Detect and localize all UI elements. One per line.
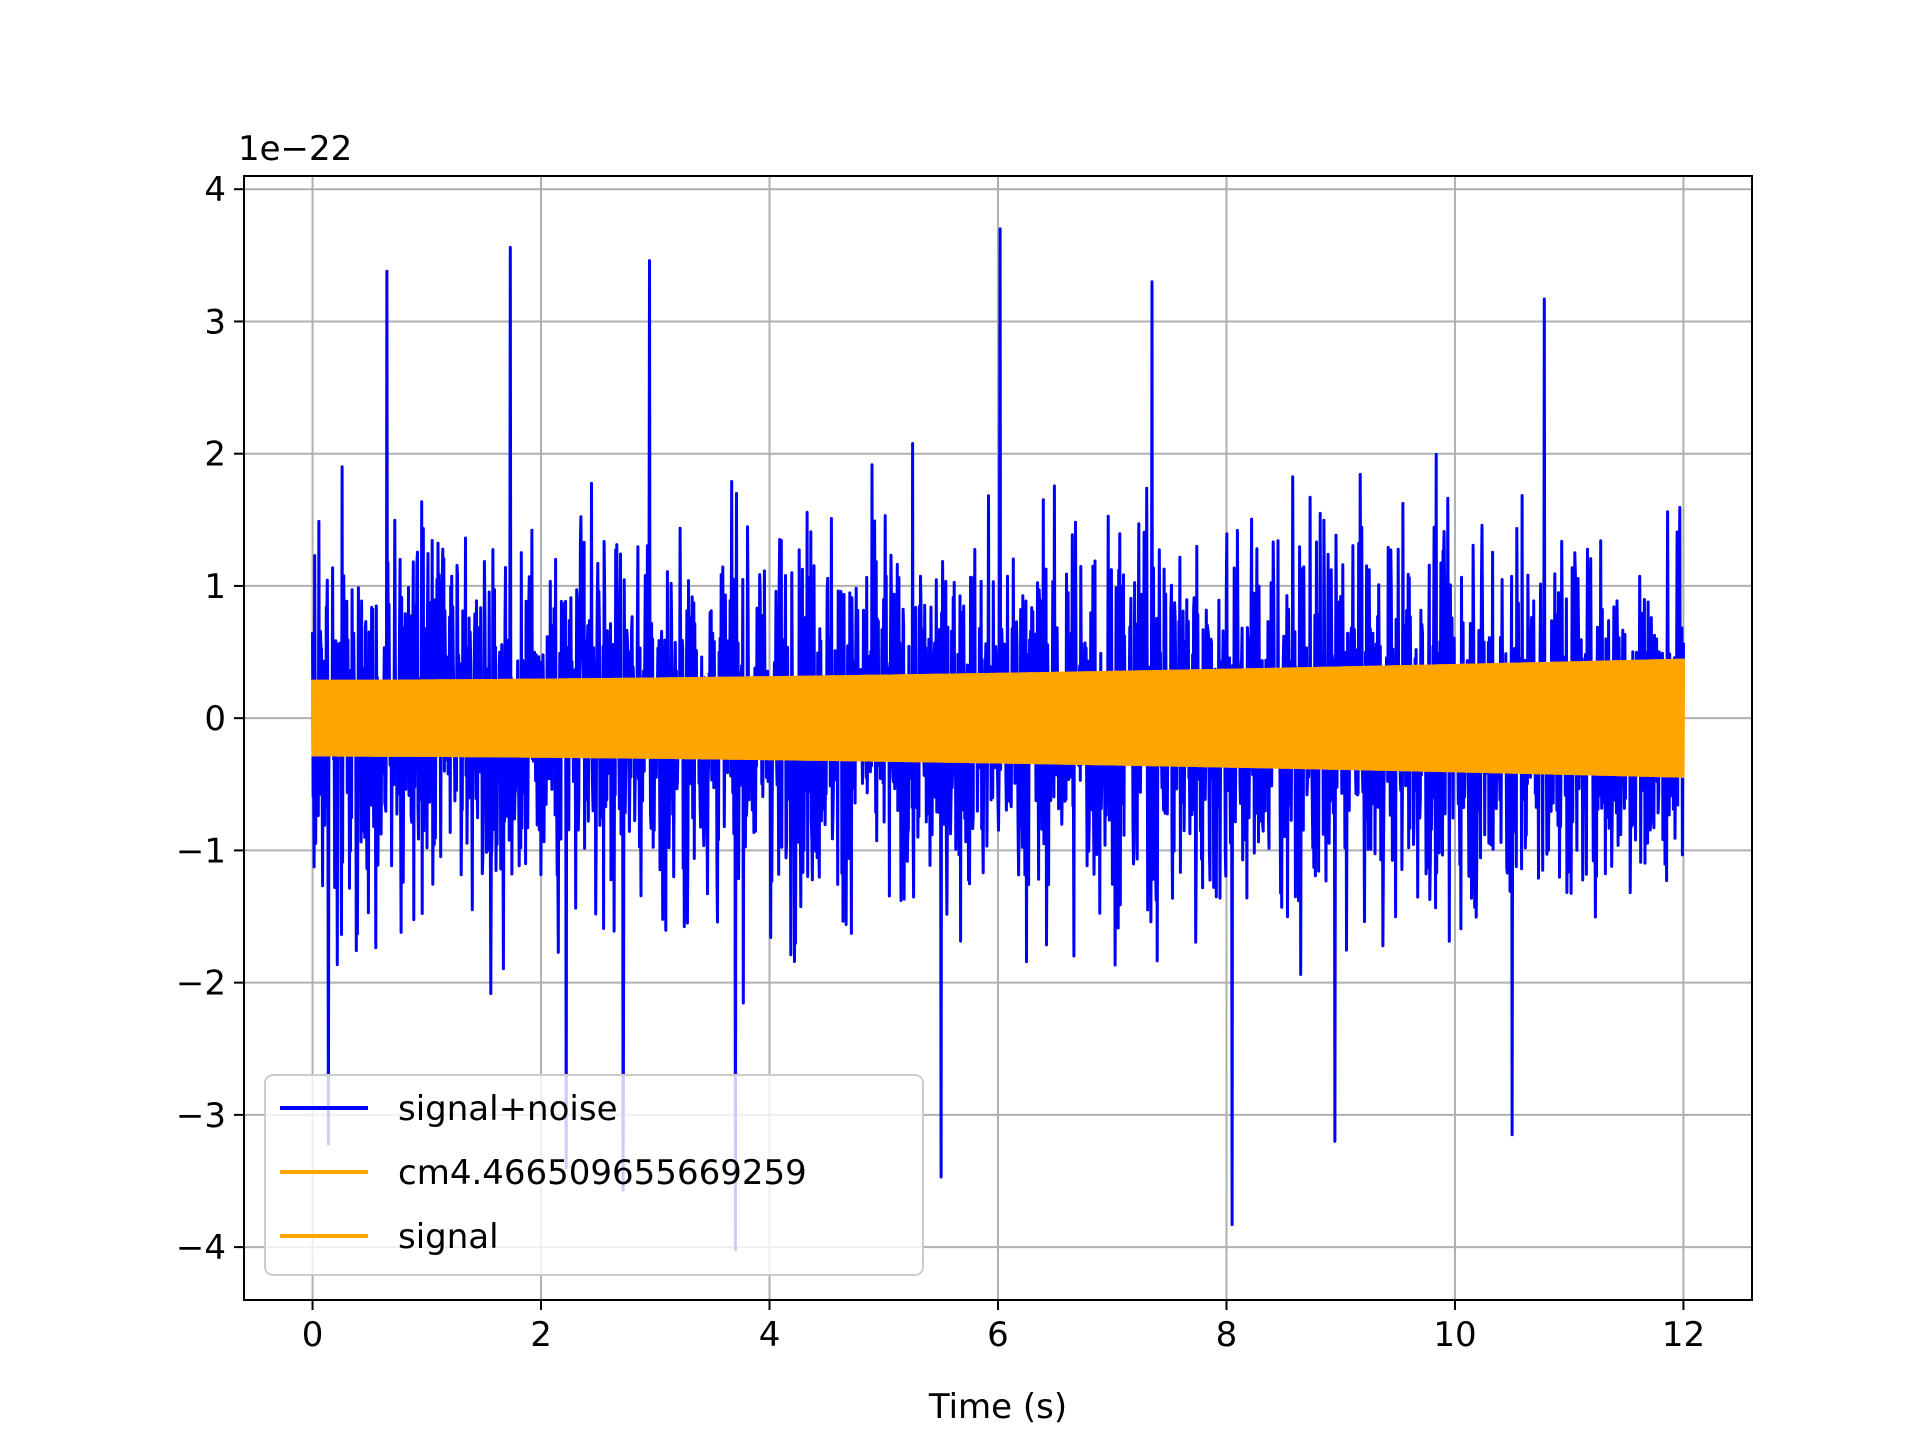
x-tick-label: 8 [1216,1315,1238,1355]
y-tick-label: 4 [204,170,226,210]
x-tick-label: 12 [1662,1315,1705,1355]
x-axis-label: Time (s) [928,1387,1067,1427]
y-tick-label: 3 [204,302,226,342]
y-axis-ticks: −4 −3 −2 −1 0 1 2 3 4 [176,170,244,1268]
x-tick-label: 0 [302,1315,324,1355]
x-tick-label: 10 [1433,1315,1476,1355]
y-tick-label: 0 [204,699,226,739]
y-tick-label: −2 [176,964,226,1004]
legend-label-signal: signal [398,1217,499,1257]
legend: signal+noise cm4.466509655669259 signal [264,1074,924,1276]
x-tick-label: 6 [987,1315,1009,1355]
series-layer [311,227,1685,1252]
y-tick-label: −4 [176,1228,226,1268]
legend-label-signal-noise: signal+noise [398,1089,618,1129]
x-tick-label: 2 [530,1315,552,1355]
y-tick-label: 2 [204,435,226,475]
legend-label-cm: cm4.466509655669259 [398,1153,807,1193]
series-signal [311,658,1685,778]
y-tick-label: −3 [176,1096,226,1136]
y-offset-text: 1e−22 [238,129,352,169]
legend-box [264,1074,924,1276]
x-tick-label: 4 [759,1315,781,1355]
y-tick-label: 1 [204,567,226,607]
y-tick-label: −1 [176,831,226,871]
x-axis-ticks: 0 2 4 6 8 10 12 [302,1300,1705,1355]
